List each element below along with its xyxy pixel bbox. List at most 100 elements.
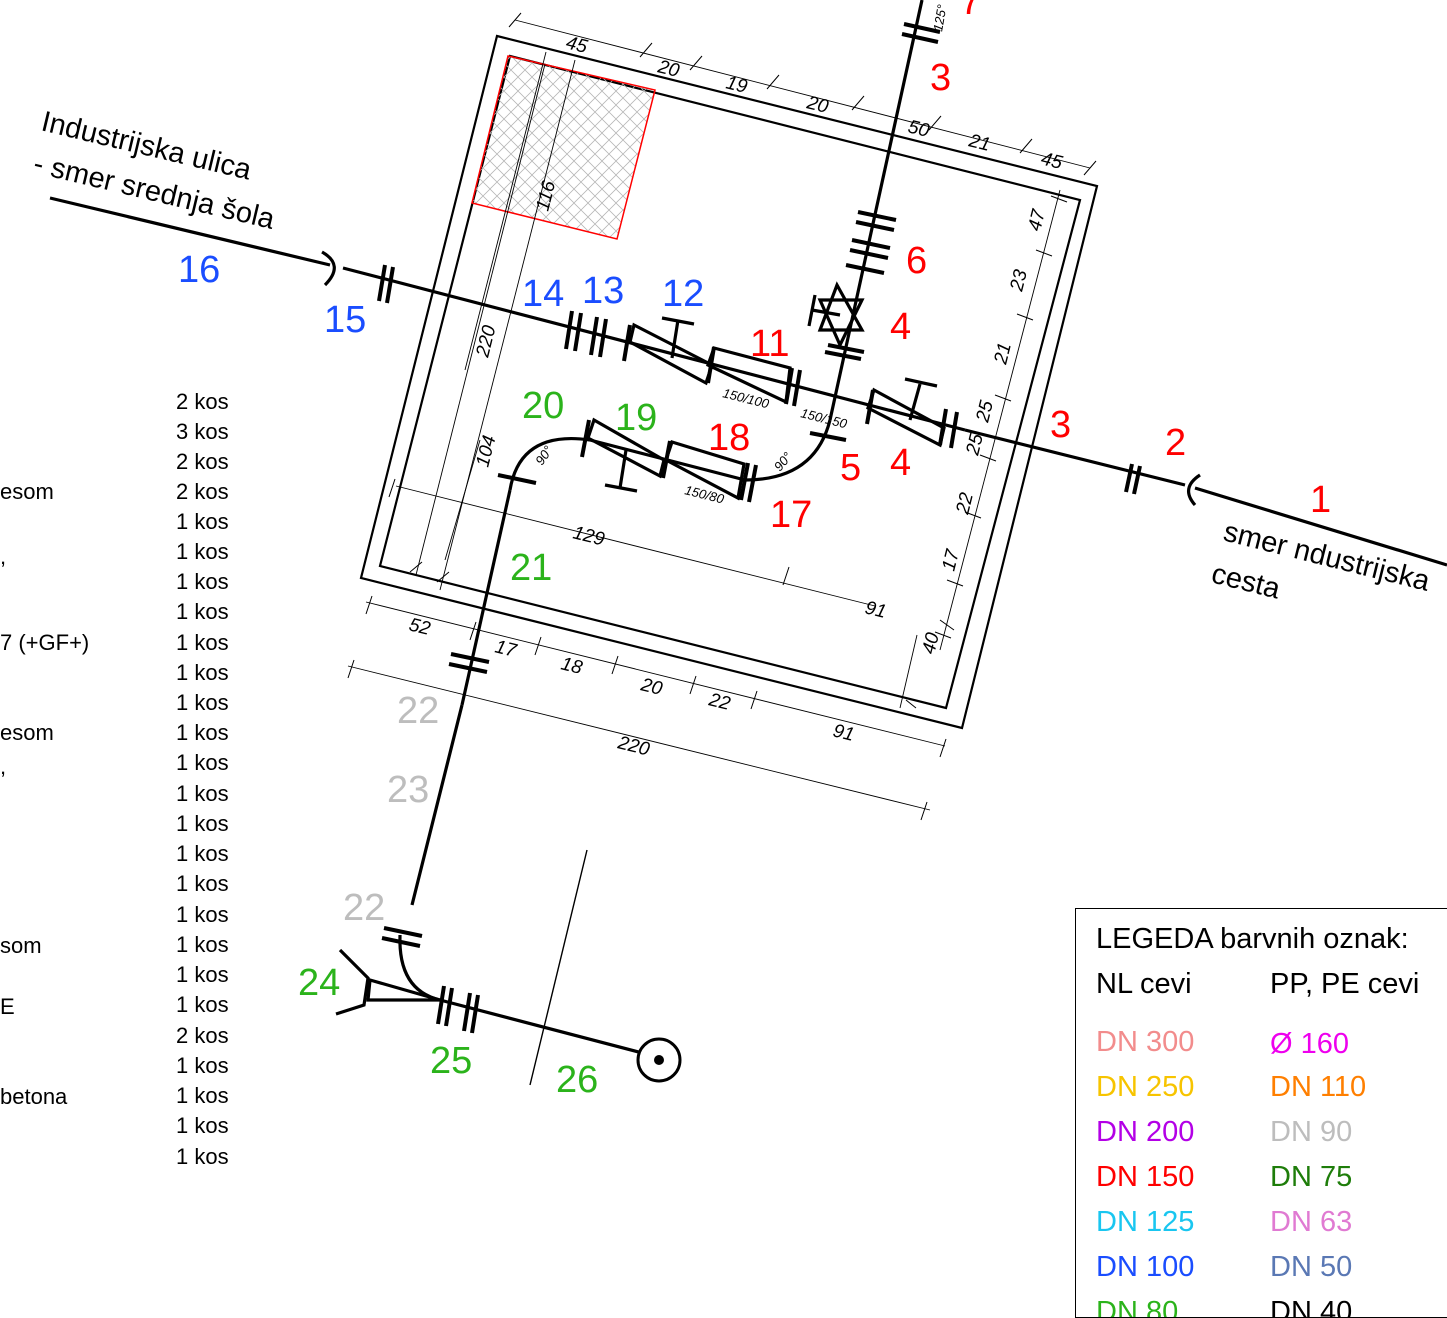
table-qty: 1 kos	[176, 660, 229, 685]
legend-title: LEGEDA barvnih oznak:	[1096, 923, 1409, 955]
table-qty: 1 kos	[176, 1113, 229, 1138]
legend-nl-item: DN 80	[1096, 1296, 1179, 1318]
dim-91-b: 91	[831, 720, 857, 745]
pos-6: 6	[906, 240, 927, 282]
legend-pe-item: DN 40	[1270, 1296, 1353, 1318]
table-qty: 1 kos	[176, 599, 229, 624]
legend-col1-header: NL cevi	[1096, 968, 1192, 1000]
legend-pe-item: DN 50	[1270, 1251, 1353, 1283]
pos-13: 13	[582, 270, 624, 312]
pos-17: 17	[770, 494, 812, 536]
color-legend: LEGEDA barvnih oznak: NL cevi PP, PE cev…	[1075, 908, 1447, 1318]
dim-45-right: 45	[1039, 148, 1065, 174]
pos-22a: 22	[397, 690, 439, 732]
pos-21: 21	[510, 547, 552, 589]
dim-104: 104	[472, 433, 500, 469]
table-desc: esom	[0, 720, 54, 745]
pos-4b: 4	[890, 306, 911, 348]
table-qty: 1 kos	[176, 630, 229, 655]
table-qty: 1 kos	[176, 569, 229, 594]
pipes	[49, 0, 1447, 1086]
pos-18: 18	[708, 417, 750, 459]
dim-20-a: 20	[655, 56, 682, 82]
legend-pe-item: DN 90	[1270, 1116, 1353, 1148]
pos-3a: 3	[1050, 404, 1071, 446]
pos-4a: 4	[890, 442, 911, 484]
pos-24: 24	[298, 962, 340, 1004]
manhole-opening	[471, 55, 656, 240]
dimension-ticks	[347, 12, 1097, 821]
pos-3b: 3	[930, 57, 951, 99]
table-qty: 2 kos	[176, 389, 229, 414]
legend-nl-item: DN 125	[1096, 1206, 1195, 1238]
table-desc: esom	[0, 479, 54, 504]
dim-18: 18	[559, 653, 585, 679]
pos-25: 25	[430, 1040, 472, 1082]
table-qty: 1 kos	[176, 750, 229, 775]
end-point-icon	[636, 1037, 682, 1083]
reducer-150-80: 150/80	[683, 482, 726, 506]
table-desc: betona	[0, 1084, 68, 1109]
table-qty: 1 kos	[176, 509, 229, 534]
legend-pe-item: DN 110	[1270, 1071, 1367, 1103]
legend-pe-item: DN 63	[1270, 1206, 1353, 1238]
legend-nl-item: DN 300	[1096, 1026, 1195, 1058]
table-desc: 7 (+GF+)	[0, 630, 90, 655]
table-qty: 1 kos	[176, 811, 229, 836]
pos-14: 14	[522, 273, 564, 315]
table-qty: 3 kos	[176, 419, 229, 444]
dim-23: 23	[1006, 267, 1032, 294]
reducer-150-100: 150/100	[721, 385, 771, 411]
pos-16: 16	[178, 249, 220, 291]
legend-nl-item: DN 150	[1096, 1161, 1195, 1193]
dim-52: 52	[407, 614, 433, 640]
table-qty: 1 kos	[176, 992, 229, 1017]
table-qty: 1 kos	[176, 1144, 229, 1169]
angle-125: 125°	[930, 3, 949, 32]
legend-nl-item: DN 200	[1096, 1116, 1195, 1148]
pos-1: 1	[1310, 479, 1331, 521]
table-qty: 1 kos	[176, 1083, 229, 1108]
table-qty: 1 kos	[176, 932, 229, 957]
table-qty: 1 kos	[176, 781, 229, 806]
couplings	[321, 250, 1201, 1016]
table-qty: 1 kos	[176, 1053, 229, 1078]
dim-21-right: 21	[990, 341, 1016, 368]
table-qty: 1 kos	[176, 902, 229, 927]
table-qty: 1 kos	[176, 720, 229, 745]
table-qty: 1 kos	[176, 690, 229, 715]
table-desc: E	[0, 994, 15, 1019]
table-desc: ,	[0, 544, 7, 569]
pos-23: 23	[387, 769, 429, 811]
dim-20-c: 20	[638, 674, 665, 700]
pos-22b: 22	[343, 887, 385, 929]
pos-7: 7	[960, 0, 981, 23]
dim-220-bottom: 220	[615, 732, 652, 760]
table-desc: som	[0, 933, 42, 958]
table-desc: ,	[0, 754, 7, 779]
pos-19: 19	[615, 397, 657, 439]
dimension-lines	[347, 19, 1091, 811]
chamber-outer-wall	[359, 34, 1099, 730]
legend-pe-item: Ø 160	[1270, 1028, 1349, 1060]
legend-pe-item: DN 75	[1270, 1161, 1353, 1193]
dim-25-a: 25	[972, 398, 998, 425]
dim-129: 129	[571, 522, 607, 550]
table-qty: 1 kos	[176, 871, 229, 896]
pos-12: 12	[662, 273, 704, 315]
dim-17-right: 17	[938, 546, 964, 573]
dim-17-bottom: 17	[493, 636, 520, 662]
pos-15: 15	[324, 299, 366, 341]
pos-20: 20	[522, 385, 564, 427]
table-qty: 1 kos	[176, 539, 229, 564]
table-qty: 2 kos	[176, 479, 229, 504]
dim-91-a: 91	[863, 597, 889, 622]
valves	[586, 281, 946, 501]
legend-nl-item: DN 250	[1096, 1071, 1195, 1103]
dim-220-left: 220	[472, 323, 500, 360]
pos-5: 5	[840, 447, 861, 489]
table-qty: 2 kos	[176, 449, 229, 474]
street-right-line2: cesta	[1208, 558, 1284, 606]
table-qty: 2 kos	[176, 1023, 229, 1048]
pos-26: 26	[556, 1059, 598, 1101]
